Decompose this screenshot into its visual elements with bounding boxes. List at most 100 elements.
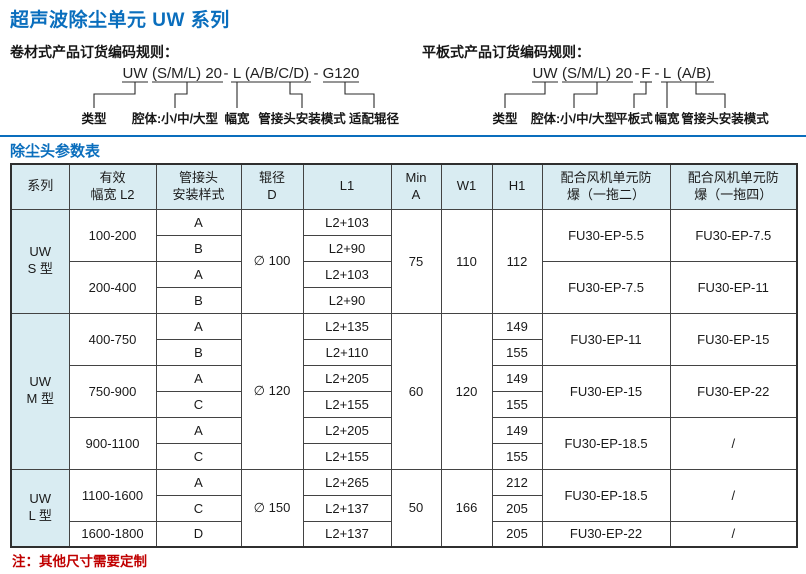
cell-fan-duo4: FU30-EP-7.5 [669,208,798,262]
cell-fan-duo4: / [669,416,798,470]
section-divider [0,135,806,137]
cell-fan-duo4: FU30-EP-15 [669,312,798,366]
connector-lines [93,82,375,108]
label-type: 类型 [81,111,107,126]
cell-h1: 212 [491,468,543,496]
cell-h1: 155 [491,442,543,470]
code-cavity: (S/M/L) 20 [152,65,222,82]
cell-fan-duo2: FU30-EP-11 [541,312,671,366]
cell-h1: 205 [491,494,543,522]
code-pipe: (A/B/C/D) [245,65,309,82]
cell-l1: L2+90 [302,286,392,314]
table-row: UW S 型 100-200 A ∅ 100 L2+103 75 110 112 … [10,208,798,314]
flat-coding-rule-heading: 平板式产品订货编码规则： [422,44,590,60]
code-width: L [663,65,671,82]
label-pipe-mode: 管接头安装模式 [258,111,346,126]
cell-min-a: 75 [390,208,442,314]
table-row: 200-400 A L2+103 FU30-EP-7.5 FU30-EP-11 [11,260,798,314]
cell-effective-width: 900-1100 [68,416,157,470]
cell-h1: 149 [491,416,543,444]
cell-fan-duo2: FU30-EP-15 [541,364,671,418]
cell-l1: L2+155 [302,442,392,470]
cell-h1: 149 [491,364,543,392]
cell-h1: 155 [491,390,543,418]
cell-effective-width: 100-200 [68,208,157,262]
code-separator: - [655,65,660,82]
cell-l1: L2+205 [302,416,392,444]
cell-min-a: 60 [390,312,442,470]
cell-fan-duo4: FU30-EP-11 [669,260,798,314]
col-header-l1: L1 [302,163,392,210]
cell-effective-width: 1600-1800 [68,520,157,548]
cell-l1: L2+265 [302,468,392,496]
cell-pipe-style: D [155,520,242,548]
cell-roller-d: ∅ 100 [240,208,304,314]
cell-l1: L2+103 [302,208,392,236]
col-header-roller-d: 辊径 D [240,163,304,210]
roll-coding-diagram: UW (S/M/L) 20 - L (A/B/C/D) - G120 类型 腔体… [81,65,400,126]
label-roller: 适配辊径 [349,111,400,126]
cell-pipe-style: C [155,494,242,522]
cell-l1: L2+103 [302,260,392,288]
page-title: 超声波除尘单元 UW 系列 [10,10,230,31]
cell-effective-width: 1100-1600 [68,468,157,522]
cell-fan-duo4: FU30-EP-22 [669,364,798,418]
cell-pipe-style: B [155,234,242,262]
cell-effective-width: 200-400 [68,260,157,314]
cell-pipe-style: B [155,338,242,366]
col-header-series: 系列 [10,163,70,210]
cell-pipe-style: A [155,468,242,496]
code-prefix: UW [533,65,559,82]
col-header-fan-duo4: 配合风机单元防 爆（一拖四） [669,163,798,210]
header-row: 系列 有效 幅宽 L2 管接头 安装样式 辊径 D L1 Min A W1 H1 配合风… [10,163,798,210]
cell-fan-duo4: / [669,468,798,522]
cell-w1: 120 [440,312,493,470]
table-row: B L2+90 [11,234,797,262]
cell-pipe-style: C [155,390,242,418]
cell-fan-duo2: FU30-EP-7.5 [541,260,671,314]
cell-min-a: 50 [390,468,442,548]
code-separator: - [635,65,640,82]
cell-pipe-style: A [155,416,242,444]
code-pipe: (A/B) [677,65,711,82]
cell-l1: L2+137 [302,494,392,522]
cell-pipe-style: B [155,286,242,314]
cell-fan-duo2: FU30-EP-22 [541,520,671,548]
col-header-h1: H1 [491,163,543,210]
cell-series: UW S 型 [10,208,70,314]
cell-effective-width: 400-750 [68,312,157,366]
code-flat: F [641,65,650,82]
table-heading: 除尘头参数表 [10,143,101,160]
note-text: 注：其他尺寸需要定制 [12,554,147,569]
code-width: L [233,65,241,82]
cell-pipe-style: A [155,312,242,340]
table-row: B L2+90 [11,286,797,314]
cell-roller-d: ∅ 120 [240,312,304,470]
label-cavity: 腔体:小/中/大型 [530,111,618,126]
col-header-effective-width: 有效 幅宽 L2 [68,163,157,210]
code-prefix: UW [123,65,149,82]
roll-coding-rule-heading: 卷材式产品订货编码规则： [10,44,178,60]
label-width: 幅宽 [224,111,250,126]
table-row: C L2+155 155 [11,442,797,470]
cell-l1: L2+205 [302,364,392,392]
label-type: 类型 [492,111,518,126]
cell-fan-duo2: FU30-EP-5.5 [541,208,671,262]
cell-fan-duo2: FU30-EP-18.5 [541,416,671,470]
table-row: B L2+110 155 [11,338,797,366]
dust-head-parameter-table: 系列 有效 幅宽 L2 管接头 安装样式 辊径 D L1 Min A W1 H1 配合风… [10,163,798,548]
label-flat: 平板式 [615,111,653,126]
cell-l1: L2+155 [302,390,392,418]
label-width: 幅宽 [654,111,680,126]
cell-w1: 166 [440,468,493,548]
code-roller: G120 [323,65,360,82]
cell-l1: L2+90 [302,234,392,262]
cell-l1: L2+137 [302,520,392,548]
code-separator: - [314,65,319,82]
cell-h1: 155 [491,338,543,366]
cell-l1: L2+135 [302,312,392,340]
cell-l1: L2+110 [302,338,392,366]
cell-series: UW M 型 [10,312,70,470]
col-header-min-a: Min A [390,163,442,210]
